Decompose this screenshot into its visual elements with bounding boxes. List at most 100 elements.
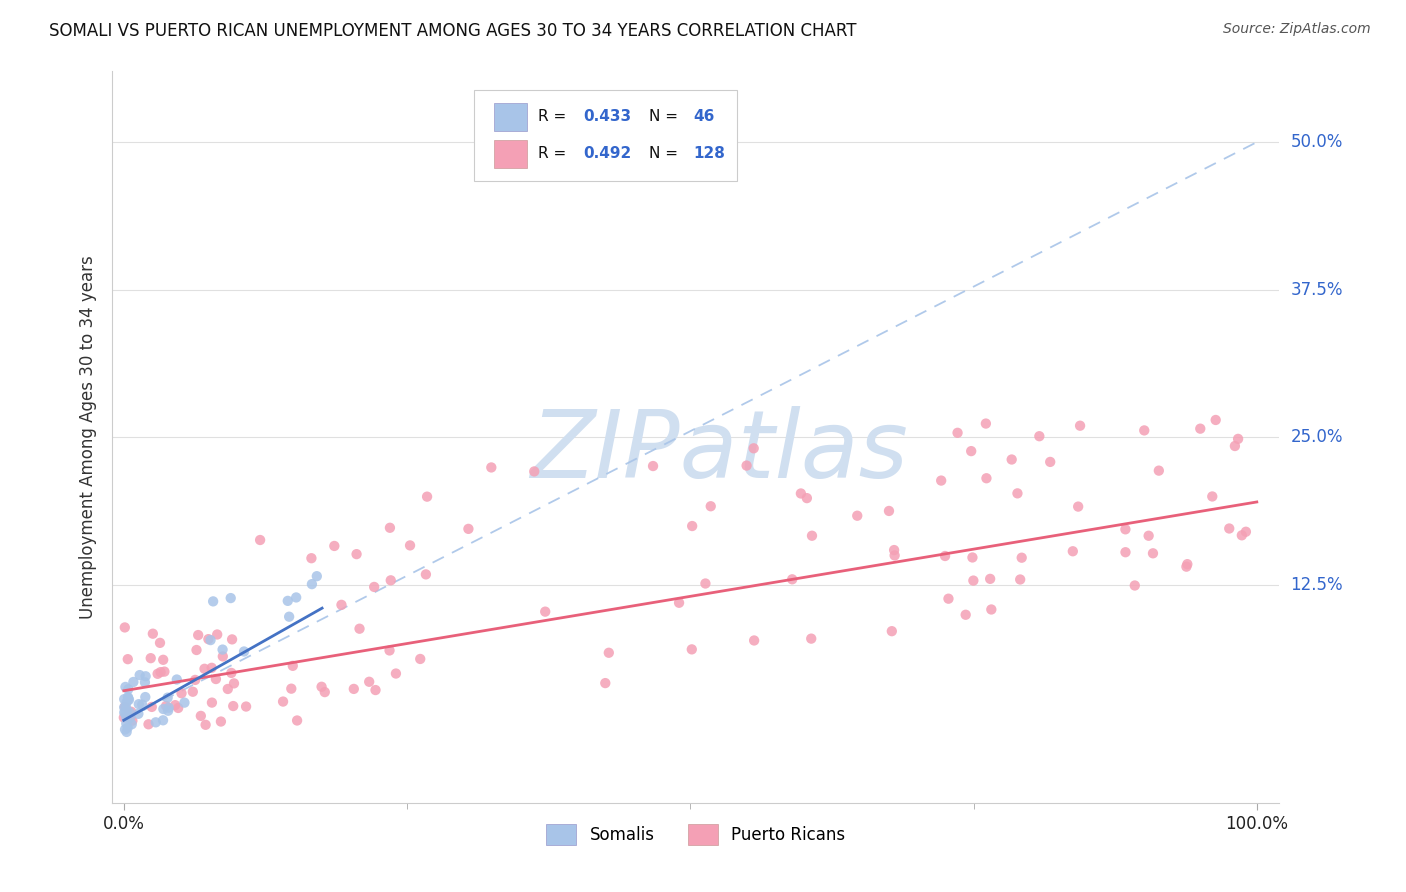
Point (153, 665, 176, 679)
Point (211, 642, 233, 657)
Point (1218, 521, 1240, 535)
Point (1175, 559, 1198, 574)
Text: 50.0%: 50.0% (1291, 133, 1343, 151)
Point (415, 567, 437, 582)
Point (323, 539, 346, 553)
Point (146, 666, 169, 681)
Point (305, 569, 328, 583)
Point (301, 577, 323, 591)
Point (193, 662, 215, 676)
Text: N =: N = (650, 110, 683, 124)
Point (780, 572, 803, 586)
Point (117, 709, 139, 723)
Point (117, 690, 139, 704)
Text: N =: N = (650, 146, 683, 161)
FancyBboxPatch shape (494, 140, 527, 168)
Point (314, 685, 336, 699)
Point (955, 607, 977, 622)
Point (233, 644, 256, 658)
Point (114, 706, 136, 720)
Point (1010, 573, 1032, 587)
Point (157, 704, 180, 718)
Point (114, 680, 136, 694)
Point (152, 653, 174, 667)
Point (980, 602, 1002, 616)
Point (349, 622, 371, 636)
Text: SOMALI VS PUERTO RICAN UNEMPLOYMENT AMONG AGES 30 TO 34 YEARS CORRELATION CHART: SOMALI VS PUERTO RICAN UNEMPLOYMENT AMON… (49, 22, 856, 40)
Point (202, 594, 225, 608)
Point (120, 710, 142, 724)
Point (960, 444, 983, 458)
Point (1227, 432, 1250, 446)
Point (149, 636, 172, 650)
Text: ZIPatlas: ZIPatlas (530, 406, 908, 497)
Point (190, 709, 212, 723)
Point (330, 598, 353, 612)
Point (1142, 546, 1164, 560)
Point (299, 551, 322, 566)
Point (181, 684, 204, 698)
Point (141, 700, 163, 714)
Point (416, 490, 439, 504)
Point (883, 543, 905, 558)
Point (127, 706, 149, 721)
Point (115, 716, 138, 731)
Point (115, 695, 138, 709)
Point (1069, 418, 1091, 433)
Point (170, 686, 193, 700)
Text: 128: 128 (693, 146, 725, 161)
Point (938, 591, 960, 606)
Point (281, 658, 304, 673)
Point (186, 643, 208, 657)
Point (184, 673, 207, 687)
Point (976, 471, 998, 485)
Text: R =: R = (538, 110, 572, 124)
Point (249, 533, 271, 547)
Point (115, 705, 138, 719)
Text: Source: ZipAtlas.com: Source: ZipAtlas.com (1223, 22, 1371, 37)
Point (173, 696, 195, 710)
Point (235, 699, 257, 714)
Point (1147, 464, 1170, 478)
Point (1201, 490, 1223, 504)
Point (801, 529, 824, 543)
Point (1133, 424, 1156, 438)
Text: 12.5%: 12.5% (1291, 575, 1343, 593)
Point (883, 549, 905, 563)
Point (197, 632, 219, 647)
Point (221, 665, 243, 680)
Point (112, 706, 135, 720)
Point (165, 698, 187, 713)
Point (1011, 550, 1033, 565)
Point (278, 609, 301, 624)
FancyBboxPatch shape (474, 90, 737, 181)
Point (378, 521, 401, 535)
Point (115, 700, 138, 714)
Point (194, 718, 217, 732)
Point (280, 681, 302, 696)
Point (1114, 522, 1136, 536)
Point (166, 673, 188, 687)
Point (695, 576, 717, 591)
Point (201, 696, 224, 710)
Point (135, 669, 157, 683)
Text: 46: 46 (693, 110, 716, 124)
Point (149, 665, 172, 680)
Point (934, 549, 956, 563)
Point (700, 500, 723, 514)
Point (205, 672, 228, 686)
Point (121, 714, 143, 728)
Point (145, 715, 167, 730)
Point (200, 633, 222, 648)
Point (800, 632, 823, 646)
Point (641, 458, 664, 473)
Point (962, 574, 984, 588)
Point (201, 661, 224, 675)
Point (1175, 557, 1198, 571)
Text: R =: R = (538, 146, 572, 161)
Point (380, 574, 402, 588)
Point (114, 699, 136, 714)
Text: 0.433: 0.433 (582, 110, 631, 124)
Point (363, 580, 385, 594)
Point (112, 700, 135, 714)
